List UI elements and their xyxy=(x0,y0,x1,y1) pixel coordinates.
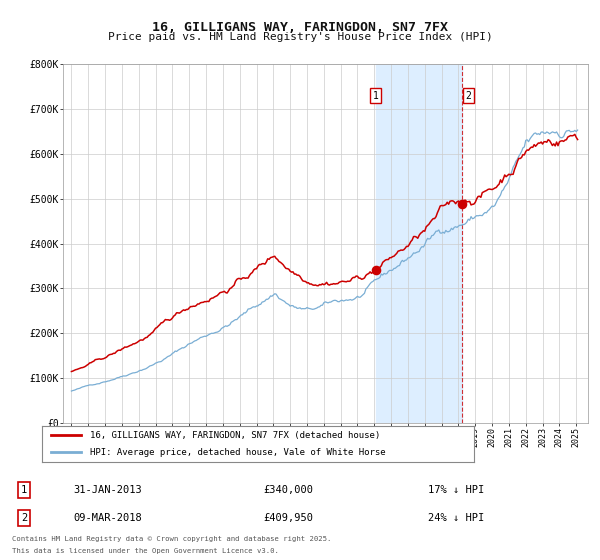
Text: This data is licensed under the Open Government Licence v3.0.: This data is licensed under the Open Gov… xyxy=(12,548,279,554)
Text: 2: 2 xyxy=(21,513,27,523)
Text: HPI: Average price, detached house, Vale of White Horse: HPI: Average price, detached house, Vale… xyxy=(89,447,385,456)
Point xyxy=(371,266,380,275)
Text: 17% ↓ HPI: 17% ↓ HPI xyxy=(428,485,484,495)
Point xyxy=(457,199,466,208)
Text: 31-JAN-2013: 31-JAN-2013 xyxy=(74,485,142,495)
Text: 09-MAR-2018: 09-MAR-2018 xyxy=(74,513,142,523)
Text: £340,000: £340,000 xyxy=(263,485,313,495)
Text: Price paid vs. HM Land Registry's House Price Index (HPI): Price paid vs. HM Land Registry's House … xyxy=(107,32,493,42)
Text: 16, GILLIGANS WAY, FARINGDON, SN7 7FX (detached house): 16, GILLIGANS WAY, FARINGDON, SN7 7FX (d… xyxy=(89,431,380,440)
Text: 1: 1 xyxy=(21,485,27,495)
Text: 24% ↓ HPI: 24% ↓ HPI xyxy=(428,513,484,523)
Bar xyxy=(376,64,461,423)
Text: Contains HM Land Registry data © Crown copyright and database right 2025.: Contains HM Land Registry data © Crown c… xyxy=(12,536,331,542)
Text: £409,950: £409,950 xyxy=(263,513,313,523)
Text: 1: 1 xyxy=(373,91,379,101)
Text: 16, GILLIGANS WAY, FARINGDON, SN7 7FX: 16, GILLIGANS WAY, FARINGDON, SN7 7FX xyxy=(152,21,448,34)
Text: 2: 2 xyxy=(466,91,471,101)
